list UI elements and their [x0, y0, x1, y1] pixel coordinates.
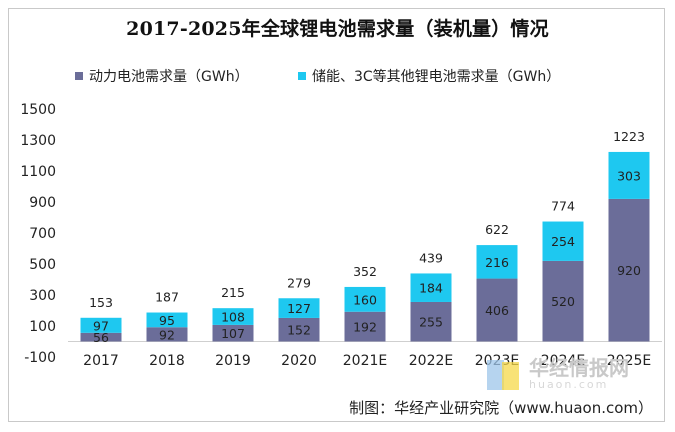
- x-tick-label: 2017: [83, 353, 119, 369]
- total-label-2024E: 774: [551, 199, 575, 214]
- legend-item-other-battery: 储能、3C等其他锂电池需求量（GWh）: [298, 66, 560, 86]
- x-tick-label: 2025E: [607, 353, 651, 369]
- bar-power-2024E: [542, 260, 584, 342]
- watermark-logo-icon: [487, 359, 523, 390]
- legend-label-other-battery: 储能、3C等其他锂电池需求量（GWh）: [312, 69, 561, 85]
- total-label-2019: 215: [221, 285, 245, 300]
- data-label-power-2021E: 192: [353, 320, 377, 335]
- x-tick-label: 2020: [281, 353, 317, 369]
- bar-power-2021E: [344, 311, 386, 342]
- total-label-2022E: 439: [419, 250, 443, 265]
- watermark-url: huaon.com: [529, 378, 609, 391]
- y-tick-label: 900: [29, 195, 56, 211]
- bar-power-2020: [278, 317, 320, 342]
- x-tick-label: 2019: [215, 353, 251, 369]
- y-tick-label: 100: [29, 319, 56, 335]
- legend-label-power-battery: 动力电池需求量（GWh）: [89, 69, 249, 85]
- data-label-power-2020: 152: [287, 323, 311, 338]
- bar-power-2022E: [410, 301, 452, 342]
- watermark-name: 华经情报网: [529, 356, 629, 380]
- legend-swatch-power-battery: [75, 72, 83, 80]
- bar-power-2018: [146, 327, 188, 342]
- total-label-2017: 153: [89, 295, 113, 310]
- chart-title: 2017-2025年全球锂电池需求量（装机量）情况: [126, 18, 549, 40]
- data-label-other-2017: 97: [93, 318, 109, 333]
- x-tick-label: 2022E: [409, 353, 453, 369]
- data-label-power-2022E: 255: [419, 315, 443, 330]
- data-label-power-2024E: 520: [551, 294, 575, 309]
- bar-power-2017: [80, 332, 122, 342]
- data-label-power-2025E: 920: [617, 263, 641, 278]
- bar-power-2023E: [476, 278, 518, 342]
- chart-legend: 动力电池需求量（GWh） 储能、3C等其他锂电池需求量（GWh）: [0, 66, 675, 86]
- total-label-2018: 187: [155, 290, 179, 305]
- data-label-other-2018: 95: [159, 313, 175, 328]
- data-label-power-2018: 92: [159, 327, 175, 342]
- bar-power-2025E: [608, 198, 650, 342]
- y-tick-label: 1500: [20, 102, 56, 118]
- bar-other-2017: [80, 317, 122, 333]
- y-tick-label: 1100: [20, 164, 56, 180]
- bar-power-2019: [212, 324, 254, 342]
- data-label-other-2025E: 303: [617, 168, 641, 183]
- legend-item-power-battery: 动力电池需求量（GWh）: [75, 66, 249, 86]
- y-tick-label: 500: [29, 257, 56, 273]
- total-label-2023E: 622: [485, 222, 509, 237]
- data-label-other-2021E: 160: [353, 292, 377, 307]
- total-label-2021E: 352: [353, 264, 377, 279]
- chart-frame: [8, 8, 665, 422]
- legend-swatch-other-battery: [298, 72, 306, 80]
- bar-other-2023E: [476, 245, 518, 279]
- total-label-2025E: 1223: [613, 129, 645, 144]
- data-label-other-2019: 108: [221, 310, 245, 325]
- watermark: 华经情报网 huaon.com: [487, 358, 629, 391]
- data-label-power-2023E: 406: [485, 303, 509, 318]
- y-tick-label: 1300: [20, 133, 56, 149]
- x-tick-label: 2021E: [343, 353, 387, 369]
- source-credit: 制图：华经产业研究院（www.huaon.com）: [349, 399, 653, 417]
- y-tick-label: -100: [24, 350, 56, 366]
- bar-other-2024E: [542, 221, 584, 261]
- data-label-other-2023E: 216: [485, 255, 509, 270]
- x-tick-label: 2018: [149, 353, 185, 369]
- y-tick-label: 300: [29, 288, 56, 304]
- data-label-power-2019: 107: [221, 326, 245, 341]
- bar-other-2025E: [608, 151, 650, 199]
- bar-other-2022E: [410, 273, 452, 302]
- bar-other-2020: [278, 298, 320, 318]
- x-tick-label: 2024E: [541, 353, 585, 369]
- data-label-power-2017: 56: [93, 330, 109, 345]
- bar-other-2021E: [344, 286, 386, 312]
- data-label-other-2020: 127: [287, 301, 311, 316]
- total-label-2020: 279: [287, 275, 311, 290]
- bar-other-2018: [146, 312, 188, 328]
- y-tick-label: 700: [29, 226, 56, 242]
- bar-other-2019: [212, 308, 254, 325]
- data-label-other-2022E: 184: [419, 281, 443, 296]
- data-label-other-2024E: 254: [551, 234, 575, 249]
